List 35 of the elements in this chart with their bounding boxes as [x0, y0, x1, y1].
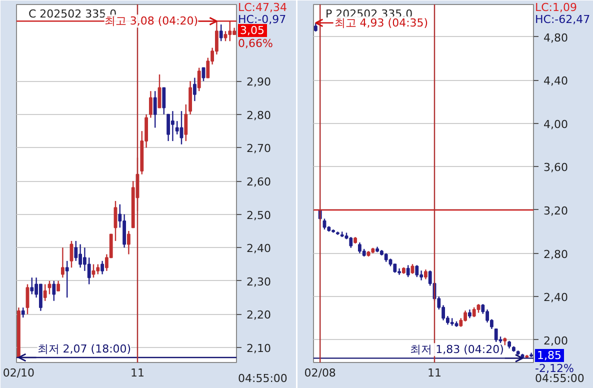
y-tick-label: 4,40: [544, 74, 568, 88]
annotation: 최저 2,07 (18:00): [37, 342, 132, 356]
text: 04:55:00: [238, 372, 288, 385]
text: 3,05: [238, 24, 266, 37]
text: LC:1,09: [535, 1, 578, 14]
x-tick-label: 02/10: [2, 366, 35, 380]
annotation: 최저 1,83 (04:20): [410, 343, 504, 356]
y-tick-label: 3,60: [544, 161, 568, 174]
annotation: 최고 4,93 (04:35): [334, 16, 428, 30]
annotation: 최고 3,08 (04:20): [104, 14, 198, 28]
y-tick-label: 4,00: [544, 118, 568, 131]
x-tick-label: 02/08: [304, 366, 336, 380]
y-tick-label: 2,90: [246, 76, 271, 89]
text: HC:-0,97: [238, 13, 286, 26]
x-tick-label: 11: [428, 366, 442, 380]
text: -2,12%: [535, 362, 574, 375]
y-tick-label: 2,30: [246, 275, 271, 288]
y-tick-label: 2,80: [246, 108, 271, 122]
y-tick-label: 3,20: [544, 204, 568, 218]
x-tick-label: 11: [130, 366, 144, 380]
y-tick-label: 2,10: [246, 342, 271, 356]
text: 0,66%: [238, 37, 273, 50]
text: 04:55:00: [535, 372, 584, 385]
text: 1,85: [535, 349, 564, 362]
y-tick-label: 2,50: [246, 208, 271, 222]
text: HC:-62,47: [535, 13, 590, 26]
y-tick-label: 4,80: [544, 31, 568, 44]
y-tick-label: 2,40: [544, 291, 568, 304]
y-tick-label: 2,60: [246, 176, 271, 188]
y-tick-label: 2,70: [246, 142, 271, 156]
y-tick-label: 2,00: [544, 334, 568, 348]
y-tick-label: 2,20: [246, 308, 271, 322]
y-tick-label: 2,80: [544, 248, 568, 261]
y-tick-label: 2,40: [246, 242, 271, 256]
text: LC:47,34: [238, 1, 288, 14]
